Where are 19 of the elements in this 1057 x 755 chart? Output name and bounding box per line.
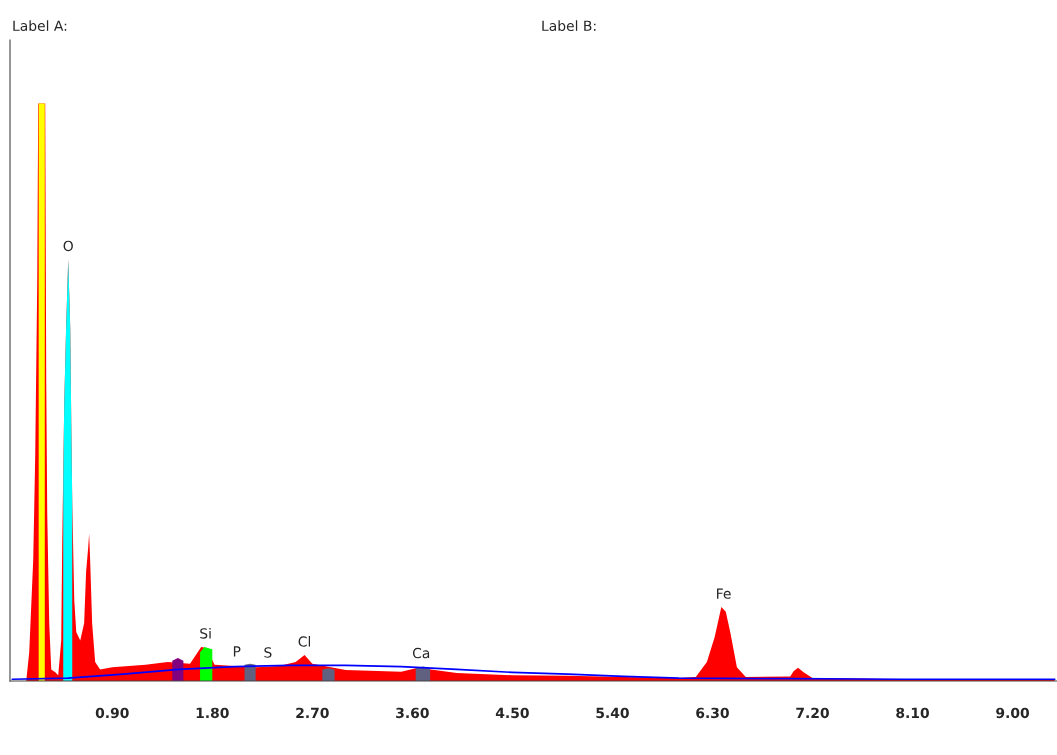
- annotation: P: [233, 646, 241, 657]
- x-tick-label: 2.70: [296, 707, 329, 719]
- annotation: Si: [200, 627, 211, 639]
- text: Label B:: [542, 20, 596, 32]
- annotation: Fe: [717, 588, 731, 599]
- x-tick-label: 5.40: [596, 707, 629, 719]
- x-tick-label: 7.20: [796, 707, 829, 719]
- text: Label A:: [13, 20, 67, 32]
- annotation: O: [63, 240, 73, 252]
- x-tick-label: 9.00: [996, 707, 1030, 719]
- x-tick-label: 4.50: [495, 707, 529, 719]
- annotation: Cl: [298, 636, 311, 647]
- x-tick-label: 6.30: [696, 707, 729, 719]
- annotation: Ca: [412, 647, 430, 659]
- x-tick-label: 8.10: [896, 707, 929, 719]
- x-tick-label: 1.80: [196, 707, 229, 719]
- annotation: S: [264, 647, 272, 658]
- x-tick-label: 3.60: [396, 707, 429, 719]
- x-tick-label: 0.90: [95, 707, 129, 719]
